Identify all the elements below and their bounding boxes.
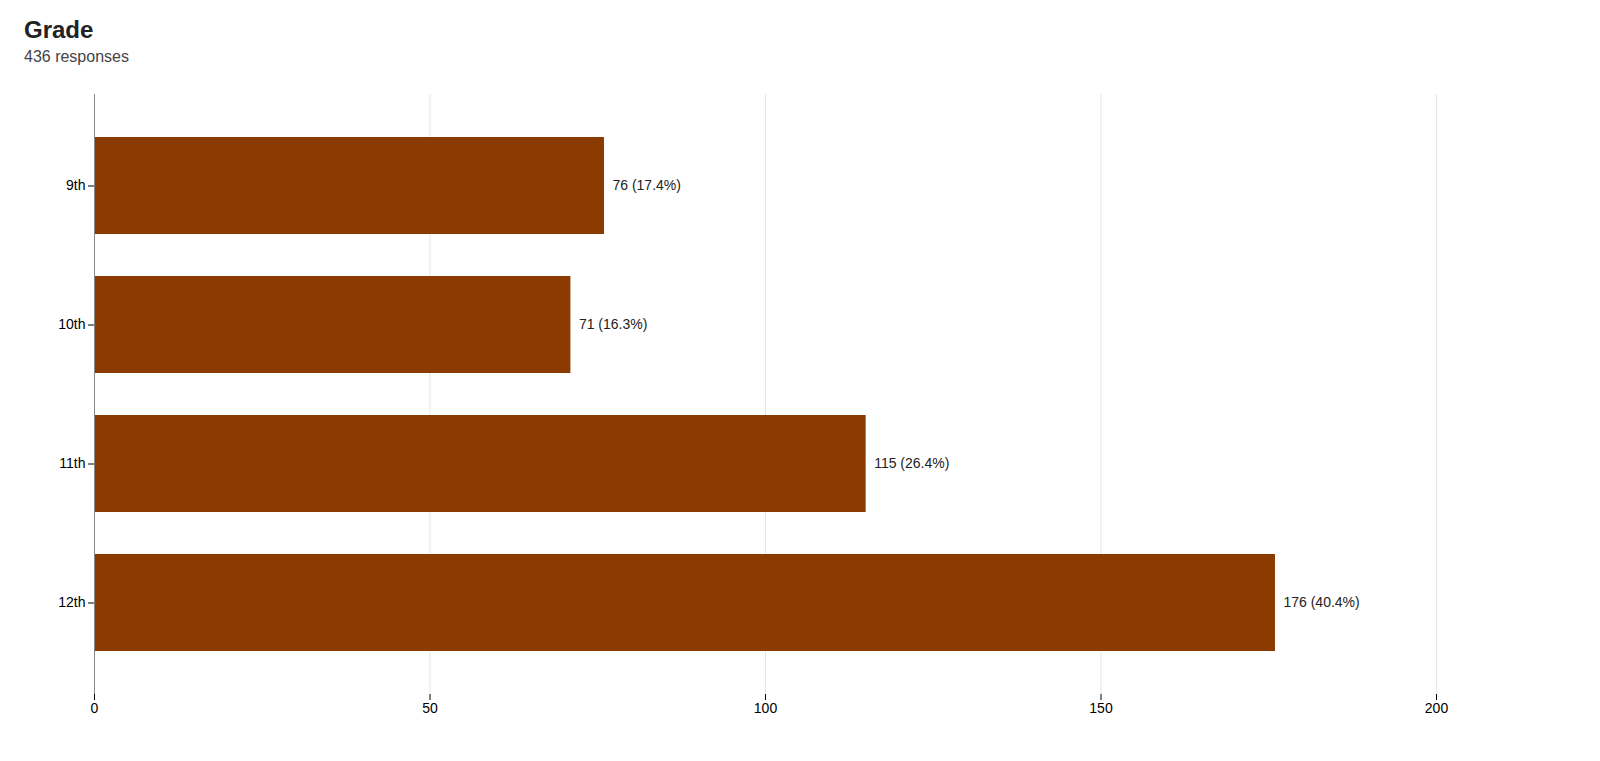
svg-text:71 (16.3%): 71 (16.3%) (579, 316, 647, 332)
svg-text:100: 100 (754, 700, 778, 716)
svg-text:50: 50 (422, 700, 438, 716)
svg-text:176 (40.4%): 176 (40.4%) (1283, 594, 1359, 610)
html-text:436 responses: 436 responses (24, 48, 129, 65)
svg-text:11th: 11th (59, 455, 85, 471)
svg-text:10th: 10th (58, 316, 85, 332)
svg-text:0: 0 (91, 700, 99, 716)
svg-text:12th: 12th (58, 594, 85, 610)
svg-text:200: 200 (1425, 700, 1449, 716)
svg-text:76 (17.4%): 76 (17.4%) (612, 177, 680, 193)
svg-text:150: 150 (1089, 700, 1113, 716)
svg-text:9th: 9th (66, 177, 85, 193)
html-text:Grade: Grade (24, 16, 94, 43)
svg-text:115 (26.4%): 115 (26.4%) (874, 455, 949, 471)
